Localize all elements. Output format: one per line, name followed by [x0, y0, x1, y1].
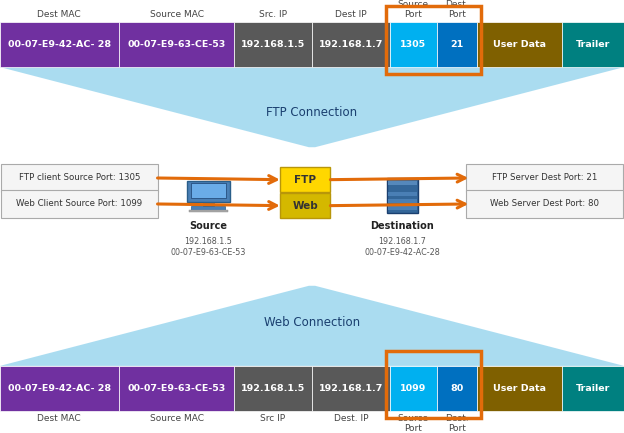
Bar: [203, 202, 213, 207]
Text: 21: 21: [451, 40, 464, 49]
Bar: [477, 22, 562, 67]
Bar: [0, 22, 119, 67]
Text: Web: Web: [292, 200, 318, 211]
Bar: [562, 22, 624, 67]
Bar: [388, 199, 417, 203]
Text: 1099: 1099: [400, 384, 427, 393]
Text: 192.168.1.5: 192.168.1.5: [185, 237, 232, 246]
Text: Destination: Destination: [371, 221, 434, 231]
Bar: [437, 366, 477, 411]
Bar: [234, 22, 312, 67]
FancyBboxPatch shape: [466, 190, 623, 218]
Bar: [119, 366, 234, 411]
Bar: [312, 366, 390, 411]
Text: Src. IP: Src. IP: [259, 10, 287, 19]
Bar: [312, 22, 390, 67]
Text: Web Connection: Web Connection: [264, 316, 360, 329]
Text: 00-07-E9-42-AC-28: 00-07-E9-42-AC-28: [364, 248, 441, 257]
FancyBboxPatch shape: [280, 193, 330, 218]
FancyBboxPatch shape: [280, 167, 330, 192]
FancyBboxPatch shape: [466, 164, 623, 192]
Bar: [390, 366, 437, 411]
FancyBboxPatch shape: [1, 164, 158, 192]
Text: 192.168.1.7: 192.168.1.7: [319, 40, 383, 49]
Text: Source
Port: Source Port: [398, 414, 429, 433]
Text: Source
Port: Source Port: [398, 0, 429, 19]
Bar: [386, 6, 481, 74]
Text: 00-07-E9-63-CE-53: 00-07-E9-63-CE-53: [127, 384, 225, 393]
Bar: [0, 366, 119, 411]
Text: Source MAC: Source MAC: [150, 414, 203, 423]
Bar: [388, 192, 417, 196]
Text: Dest. IP: Dest. IP: [334, 414, 368, 423]
Bar: [437, 22, 477, 67]
Bar: [190, 183, 227, 197]
Text: Web Client Source Port: 1099: Web Client Source Port: 1099: [16, 200, 143, 208]
Text: User Data: User Data: [493, 384, 546, 393]
Text: 00-07-E9-63-CE-53: 00-07-E9-63-CE-53: [127, 40, 225, 49]
Bar: [390, 22, 437, 67]
Text: Source: Source: [190, 221, 227, 231]
Text: FTP Connection: FTP Connection: [266, 106, 358, 119]
Text: 192.168.1.7: 192.168.1.7: [379, 237, 426, 246]
Text: User Data: User Data: [493, 40, 546, 49]
Bar: [192, 206, 225, 210]
Text: FTP: FTP: [294, 174, 316, 185]
Text: Trailer: Trailer: [575, 40, 610, 49]
Text: Dest.
Port: Dest. Port: [446, 414, 469, 433]
Text: Source MAC: Source MAC: [150, 10, 203, 19]
Bar: [386, 351, 481, 418]
Text: Dest MAC: Dest MAC: [37, 414, 81, 423]
Text: 192.168.1.5: 192.168.1.5: [241, 40, 305, 49]
Bar: [189, 210, 228, 212]
Text: Dest.
Port: Dest. Port: [446, 0, 469, 19]
Text: Trailer: Trailer: [575, 384, 610, 393]
Text: 00-07-E9-42-AC- 28: 00-07-E9-42-AC- 28: [7, 40, 111, 49]
Bar: [477, 366, 562, 411]
FancyBboxPatch shape: [1, 190, 158, 218]
Text: 192.168.1.5: 192.168.1.5: [241, 384, 305, 393]
Text: Dest MAC: Dest MAC: [37, 10, 81, 19]
Polygon shape: [0, 67, 624, 147]
Bar: [119, 22, 234, 67]
Bar: [388, 206, 417, 210]
Text: FTP Server Dest Port: 21: FTP Server Dest Port: 21: [492, 174, 597, 182]
Text: Src IP: Src IP: [260, 414, 286, 423]
Text: 1305: 1305: [401, 40, 426, 49]
Bar: [388, 181, 417, 185]
Bar: [562, 366, 624, 411]
Bar: [187, 181, 230, 203]
Text: Web Server Dest Port: 80: Web Server Dest Port: 80: [490, 200, 599, 208]
Text: 80: 80: [451, 384, 464, 393]
Polygon shape: [0, 286, 624, 366]
Text: 00-07-E9-42-AC- 28: 00-07-E9-42-AC- 28: [7, 384, 111, 393]
Text: FTP client Source Port: 1305: FTP client Source Port: 1305: [19, 174, 140, 182]
Text: Dest IP: Dest IP: [335, 10, 367, 19]
Bar: [234, 366, 312, 411]
Text: 00-07-E9-63-CE-53: 00-07-E9-63-CE-53: [171, 248, 246, 257]
Bar: [387, 178, 418, 213]
Text: 192.168.1.7: 192.168.1.7: [319, 384, 383, 393]
